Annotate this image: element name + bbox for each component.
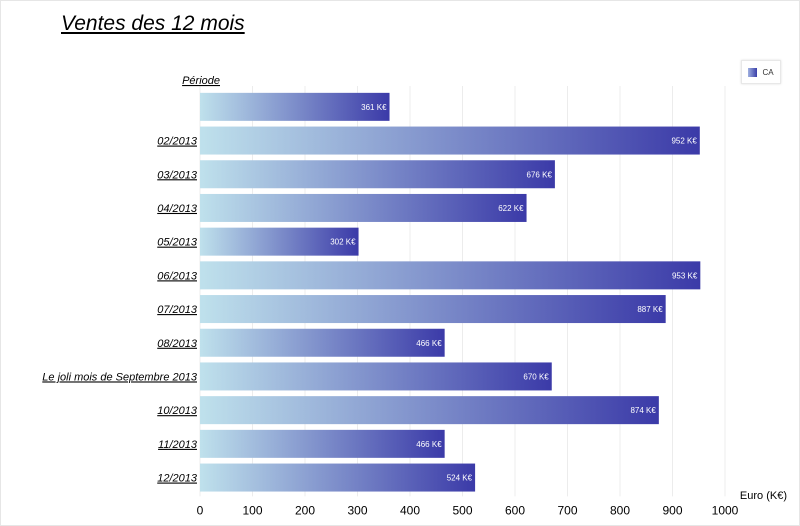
bar [200,362,552,391]
category-label: 03/2013 [157,169,198,181]
bar [200,227,359,256]
bar-value-label: 887 K€ [637,305,663,314]
category-label: 12/2013 [157,473,198,485]
bar [200,193,527,222]
bar [200,261,701,290]
bar-value-label: 953 K€ [672,271,698,280]
category-label: 04/2013 [157,203,198,215]
bar [200,126,700,155]
x-tick-label: 700 [557,503,577,517]
bar [200,396,659,425]
category-label: 02/2013 [157,136,198,148]
category-label: 07/2013 [157,304,198,316]
bar [200,92,390,121]
x-tick-label: 0 [197,503,204,517]
x-tick-label: 100 [242,503,262,517]
category-label: 08/2013 [157,338,198,350]
bar [200,429,445,458]
bar [200,328,445,357]
x-tick-label: 500 [452,503,472,517]
legend-label-ca: CA [762,67,774,77]
bar [200,160,555,189]
bar [200,295,666,324]
x-tick-label: 800 [610,503,630,517]
chart-title: Ventes des 12 mois [61,12,245,35]
bar-value-label: 622 K€ [498,204,524,213]
bars: 361 K€ 952 K€ 676 K€ 622 K€ 302 K€ 953 K€ 887 … [200,92,701,492]
category-label: 06/2013 [157,270,198,282]
x-tick-label: 300 [347,503,367,517]
bar-value-label: 466 K€ [416,440,442,449]
x-tick-label: 600 [505,503,525,517]
category-label: 05/2013 [157,237,198,249]
bar-value-label: 302 K€ [330,238,356,247]
bar-value-label: 670 K€ [523,372,549,381]
x-tick-label: 1000 [712,503,739,517]
bar-value-label: 676 K€ [527,170,553,179]
bar-value-label: 874 K€ [630,406,656,415]
bar-value-label: 466 K€ [416,339,442,348]
category-labels: 02/2013 03/2013 04/2013 05/2013 06/2013 07/20… [42,136,198,485]
bar-value-label: 524 K€ [447,474,473,483]
x-tick-label: 200 [295,503,315,517]
legend-swatch-ca [748,67,758,77]
category-axis-title: Période [182,75,220,87]
x-axis-title: Euro (K€) [740,490,787,502]
category-label: 10/2013 [157,405,198,417]
x-tick-label: 400 [400,503,420,517]
bar-value-label: 361 K€ [361,103,387,112]
chart-legend: CA [741,60,781,84]
category-label: Le joli mois de Septembre 2013 [42,371,198,383]
bar [200,463,476,492]
bar-value-label: 952 K€ [671,137,697,146]
category-label: 11/2013 [158,439,198,451]
x-axis-ticks: 0 100 200 300 400 500 600 700 800 900 1000 [197,503,739,517]
x-tick-label: 900 [662,503,682,517]
